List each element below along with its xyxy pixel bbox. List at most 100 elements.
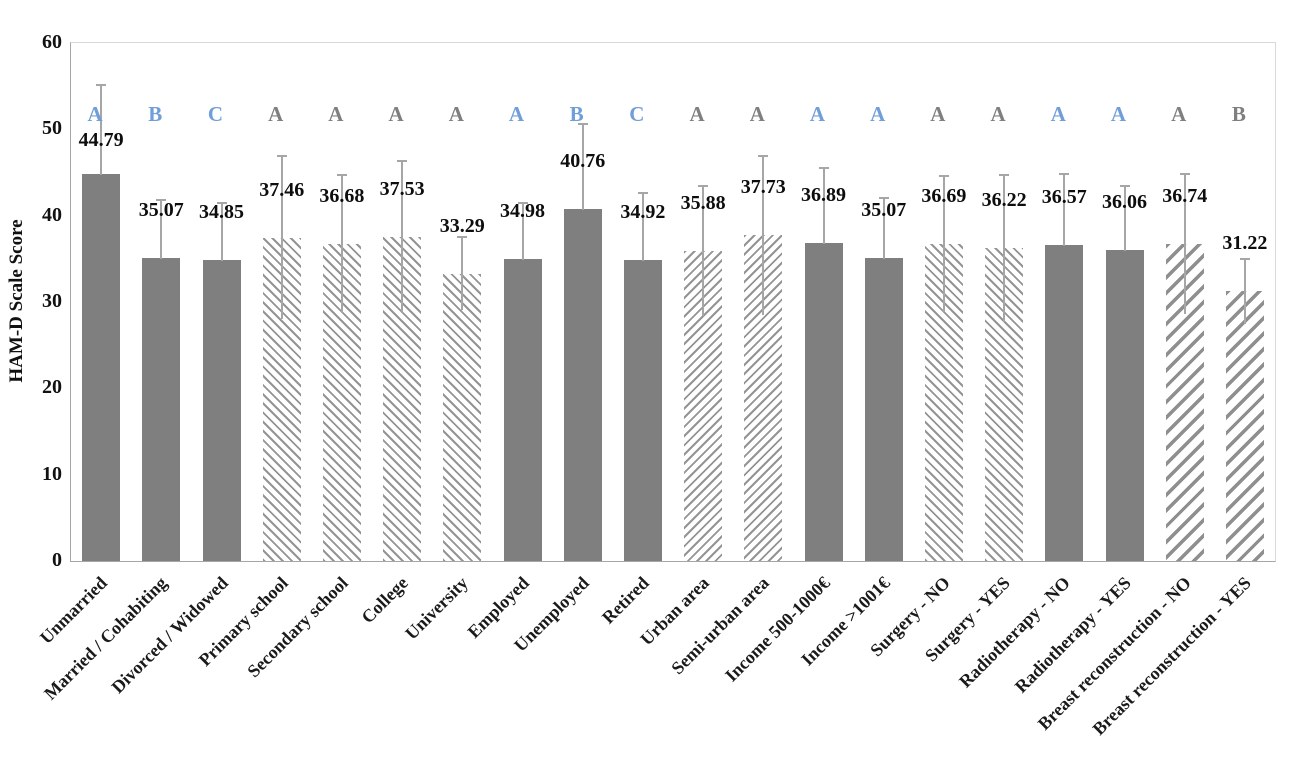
value-label: 40.76 xyxy=(560,150,606,173)
significance-letter: A xyxy=(1050,102,1066,126)
error-bar-cap xyxy=(818,167,829,170)
significance-letter: A xyxy=(809,102,826,126)
error-bar xyxy=(461,237,464,310)
error-bar-cap xyxy=(1179,172,1190,175)
error-bar-cap xyxy=(758,154,769,157)
error-bar xyxy=(1123,185,1126,251)
error-bar xyxy=(581,123,584,211)
significance-letter: A xyxy=(448,102,464,126)
bar-radiotherapy-no xyxy=(1045,245,1084,561)
value-label: 36.68 xyxy=(319,185,365,208)
plot-area: A 44.79 B 35.07 C 34.85 A 37.46 A 36.68 A 37.53 A 33.… xyxy=(70,42,1276,562)
bar-university xyxy=(443,273,482,561)
value-label: 35.07 xyxy=(861,199,907,222)
error-bar-cap xyxy=(96,83,107,86)
error-bar-cap xyxy=(336,174,347,177)
error-bar xyxy=(1063,174,1066,247)
value-label: 44.79 xyxy=(78,129,124,151)
error-bar-cap xyxy=(517,201,528,204)
significance-letter: A xyxy=(749,102,765,126)
error-bar xyxy=(280,156,283,319)
value-label: 34.92 xyxy=(620,200,666,223)
error-bar-cap xyxy=(397,160,408,163)
error-bar-cap xyxy=(999,173,1010,176)
error-bar-cap xyxy=(1059,173,1070,176)
significance-letter: B xyxy=(569,102,584,126)
error-bar-cap xyxy=(698,185,709,188)
bar-income-500-1000 xyxy=(804,242,843,561)
error-bar-cap xyxy=(577,122,588,125)
value-label: 34.85 xyxy=(199,201,244,224)
error-bar xyxy=(1243,258,1246,325)
significance-letter: A xyxy=(268,102,284,126)
bar-unemployed xyxy=(563,209,602,561)
bar-employed xyxy=(503,259,542,561)
error-bar-cap xyxy=(156,198,167,201)
error-bar xyxy=(521,202,524,260)
significance-letter: C xyxy=(629,102,645,126)
error-bar xyxy=(882,197,885,260)
value-label: 34.98 xyxy=(500,200,545,222)
bar-breast-reconstruction-yes xyxy=(1225,291,1264,561)
error-bar-cap xyxy=(878,196,889,199)
bar-income-1001 xyxy=(864,258,903,561)
error-bar-cap xyxy=(637,192,648,195)
significance-letter: A xyxy=(870,102,886,126)
error-bar xyxy=(160,199,163,260)
error-bar-cap xyxy=(1119,184,1130,187)
significance-letter: B xyxy=(1231,102,1246,126)
bar-radiotherapy-yes xyxy=(1105,249,1144,561)
value-label: 31.22 xyxy=(1222,232,1268,255)
value-label: 35.07 xyxy=(138,199,184,222)
value-label: 36.57 xyxy=(1041,186,1087,209)
value-label: 36.89 xyxy=(801,183,846,206)
value-label: 36.74 xyxy=(1162,184,1208,207)
error-bar xyxy=(401,161,404,313)
error-bar xyxy=(702,186,705,316)
significance-letter: A xyxy=(689,102,705,126)
error-bar xyxy=(1183,173,1186,314)
significance-letter: A xyxy=(328,102,344,126)
value-label: 37.53 xyxy=(379,177,425,200)
bar-married-cohabiting xyxy=(142,258,181,561)
bar-unmarried xyxy=(82,174,121,561)
error-bar xyxy=(942,176,945,313)
y-tick-label: 50 xyxy=(42,117,62,140)
significance-letter: A xyxy=(990,102,1006,126)
error-bar xyxy=(220,203,223,262)
bar-divorced-widowed xyxy=(202,260,241,561)
significance-letter: A xyxy=(930,102,946,126)
value-label: 36.69 xyxy=(921,185,967,208)
y-tick-label: 0 xyxy=(52,549,62,571)
y-tick-label: 30 xyxy=(42,290,62,312)
y-tick-label: 20 xyxy=(42,376,62,399)
y-tick-label: 10 xyxy=(42,462,62,485)
y-tick-label: 40 xyxy=(42,203,62,226)
error-bar-cap xyxy=(276,155,287,158)
value-label: 33.29 xyxy=(439,214,485,237)
error-bar xyxy=(1003,174,1006,322)
error-bar xyxy=(822,168,825,244)
error-bar xyxy=(762,155,765,315)
significance-letter: C xyxy=(207,102,224,126)
value-label: 36.22 xyxy=(981,189,1027,212)
error-bar-cap xyxy=(457,236,468,239)
value-label: 35.88 xyxy=(680,192,726,215)
error-bar xyxy=(641,193,644,261)
error-bar xyxy=(100,84,103,176)
bar-retired xyxy=(623,259,662,561)
value-label: 36.06 xyxy=(1102,190,1147,213)
significance-letter: B xyxy=(148,102,163,126)
value-label: 37.46 xyxy=(259,178,305,201)
significance-letter: A xyxy=(1171,102,1187,126)
significance-letter: A xyxy=(508,102,525,126)
significance-letter: A xyxy=(87,102,103,126)
error-bar-cap xyxy=(1239,257,1250,260)
y-tick-label: 60 xyxy=(42,31,62,53)
error-bar-cap xyxy=(938,175,949,178)
error-bar-cap xyxy=(216,202,227,205)
significance-letter: A xyxy=(1110,102,1127,126)
error-bar xyxy=(340,175,343,314)
significance-letter: A xyxy=(388,102,404,126)
